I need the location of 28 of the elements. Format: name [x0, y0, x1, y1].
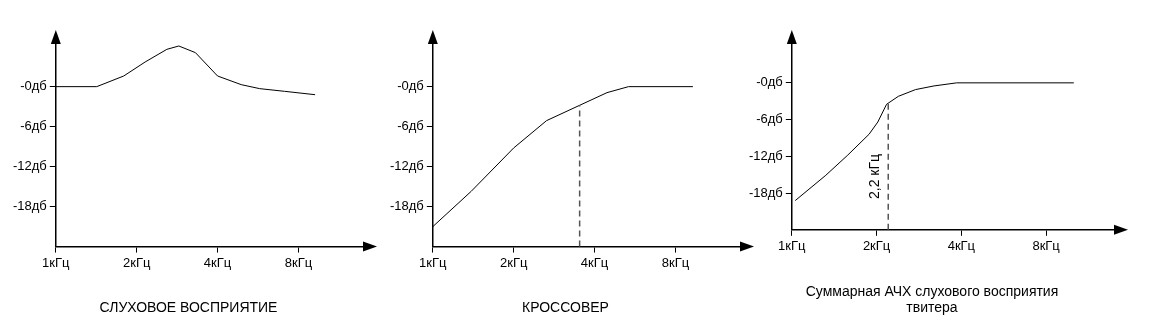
y-tick-label: -12дб [12, 158, 47, 174]
text: Суммарная АЧХ слухового восприятия твитера [805, 282, 1059, 316]
x-tick-label: 8кГц [1032, 238, 1061, 254]
x-tick-label: 4кГц [203, 254, 232, 270]
x-tick-label: 4кГц [580, 254, 609, 270]
y-tick-label: -12дб [389, 158, 424, 174]
x-tick-label: 1кГц [42, 254, 71, 270]
y-tick-label: -0дб [20, 78, 47, 94]
y-tick-label: -18дб [12, 198, 47, 214]
y-tick-label: -0дб [756, 74, 783, 90]
y-tick-label: -18дб [748, 184, 783, 200]
y-tick-label: -12дб [748, 147, 783, 163]
x-tick-label: 2кГц [862, 238, 891, 254]
text: СЛУХОВОЕ ВОСПРИЯТИЕ [99, 299, 278, 316]
x-tick-label: 8кГц [661, 254, 690, 270]
y-tick-label: -6дб [397, 118, 424, 134]
text: КРОССОВЕР [522, 299, 609, 316]
x-tick-label: 1кГц [778, 238, 807, 254]
y-tick-label: -18дб [389, 198, 424, 214]
y-tick-label: -0дб [397, 78, 424, 94]
x-tick-label: 4кГц [947, 238, 976, 254]
ref-line-label: 2,2 кГц [866, 153, 883, 200]
x-tick-label: 1кГц [419, 254, 448, 270]
x-tick-label: 2кГц [122, 254, 151, 270]
x-tick-label: 2кГц [499, 254, 528, 270]
x-tick-label: 8кГц [284, 254, 313, 270]
y-tick-label: -6дб [756, 111, 783, 127]
y-tick-label: -6дб [20, 118, 47, 134]
